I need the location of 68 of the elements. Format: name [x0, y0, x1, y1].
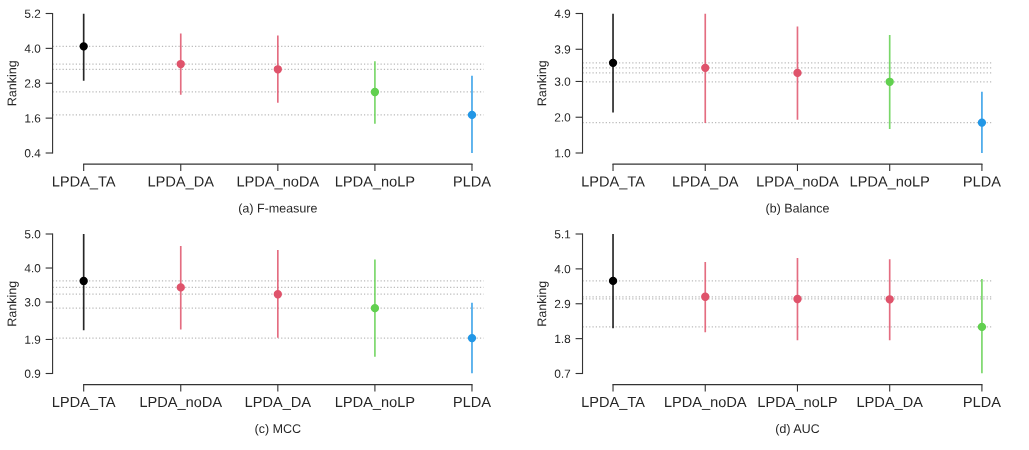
point — [701, 63, 710, 73]
point — [79, 42, 88, 51]
x-tick-label: LPDA_noDA — [757, 176, 839, 190]
point — [977, 118, 987, 127]
point — [608, 58, 618, 68]
point — [273, 290, 282, 299]
point — [977, 322, 987, 332]
x-tick-label: PLDA — [964, 176, 1001, 187]
x-tick-label: LPDA_DA — [857, 396, 923, 410]
point — [273, 65, 282, 74]
y-tick-label: 1.6 — [25, 114, 41, 123]
point — [370, 304, 380, 313]
point — [176, 59, 185, 69]
y-tick-label: 5.1 — [554, 230, 571, 239]
x-tick-label: PLDA — [454, 176, 491, 187]
x-tick-label: LPDA_noDA — [140, 396, 223, 410]
point — [885, 77, 894, 86]
x-tick-label: LPDA_DA — [148, 176, 214, 190]
x-axis-title: (d) AUC — [776, 423, 820, 436]
y-tick-label: 5.0 — [24, 230, 41, 239]
point — [701, 292, 710, 301]
y-tick-label: 3.0 — [24, 298, 41, 307]
y-tick-label: 4.9 — [554, 9, 571, 18]
y-tick-label: 2.0 — [554, 113, 571, 122]
y-tick-label: 5.2 — [24, 9, 41, 18]
y-tick-label: 2.8 — [24, 79, 41, 88]
x-tick-label: LPDA_noLP — [335, 176, 415, 190]
y-tick-label: 4.0 — [24, 264, 41, 273]
x-tick-label: LPDA_noDA — [665, 396, 747, 410]
x-tick-label: LPDA_DA — [245, 396, 312, 410]
y-tick-label: 4.0 — [554, 264, 571, 274]
y-tick-label: 3.0 — [554, 77, 571, 86]
point — [608, 276, 618, 286]
x-tick-label: LPDA_DA — [673, 176, 739, 190]
y-tick-label: 0.4 — [24, 149, 41, 158]
point — [370, 87, 380, 97]
y-tick-label: 3.9 — [554, 45, 571, 54]
x-tick-label: LPDA_noLP — [335, 396, 415, 410]
y-axis-title: Ranking — [537, 61, 549, 106]
x-tick-label: PLDA — [964, 396, 1001, 407]
x-tick-label: LPDA_TA — [52, 176, 116, 190]
x-tick-label: LPDA_noLP — [850, 176, 930, 190]
y-tick-label: 1.9 — [25, 335, 41, 344]
x-axis-title: (b) Balance — [766, 203, 829, 216]
y-axis-title: Ranking — [7, 281, 19, 326]
point — [79, 276, 88, 286]
y-axis-title: Ranking — [537, 281, 549, 326]
y-tick-label: 4.0 — [24, 44, 41, 53]
point — [793, 68, 802, 78]
x-tick-label: PLDA — [454, 396, 491, 407]
x-tick-label: LPDA_noLP — [758, 396, 837, 410]
y-tick-label: 2.9 — [554, 299, 571, 309]
point — [467, 110, 477, 120]
x-tick-label: LPDA_noDA — [237, 176, 320, 190]
y-tick-label: 0.7 — [554, 369, 571, 378]
y-axis-title: Ranking — [7, 61, 19, 106]
x-axis-title: (c) MCC — [255, 423, 301, 436]
x-axis-title: (a) F-measure — [239, 203, 317, 216]
x-tick-label: LPDA_TA — [582, 176, 645, 190]
y-tick-label: 1.8 — [555, 334, 571, 344]
x-tick-label: LPDA_TA — [582, 396, 645, 410]
point — [793, 294, 802, 304]
y-tick-label: 0.9 — [24, 369, 41, 378]
x-tick-label: LPDA_TA — [52, 396, 116, 410]
point — [885, 295, 894, 304]
y-tick-label: 1.0 — [555, 149, 571, 158]
point — [467, 333, 477, 343]
point — [176, 283, 185, 292]
